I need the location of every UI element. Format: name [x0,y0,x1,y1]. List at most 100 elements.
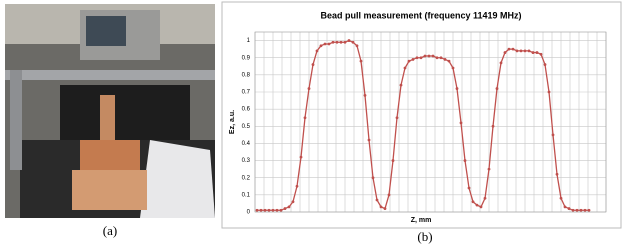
data-point [284,207,287,210]
y-tick-label: 0.2 [242,175,251,181]
data-point [364,94,367,97]
data-point [372,176,375,179]
data-point [488,168,491,171]
data-point [260,209,263,212]
data-point [508,48,511,51]
data-point [504,51,507,54]
data-point [308,87,311,90]
y-tick-label: 0.5 [242,124,251,130]
data-point [352,41,355,44]
data-point [416,56,419,59]
data-point [456,87,459,90]
data-point [536,51,539,54]
data-point [464,159,467,162]
y-tick-label: 0.8 [242,72,251,78]
data-point [576,209,579,212]
data-point [340,41,343,44]
data-point [380,205,383,208]
data-point [572,209,575,212]
data-point [440,56,443,59]
data-point [408,60,411,63]
data-point [516,49,519,52]
x-axis-label: Z, mm [411,217,432,224]
data-point [584,209,587,212]
data-point [468,187,471,190]
data-point [336,41,339,44]
data-point [480,205,483,208]
data-point [348,39,351,42]
data-point [520,49,523,52]
data-point [568,207,571,210]
data-point [360,60,363,63]
data-point [424,55,427,58]
y-tick-label: 0.3 [242,158,251,164]
data-point [400,84,403,87]
caption: (a) [103,223,117,238]
data-point [492,125,495,128]
data-point [320,44,323,47]
data-point [496,87,499,90]
data-point [552,133,555,136]
data-point [548,91,551,94]
data-point [540,53,543,56]
data-point [532,51,535,54]
y-tick-label: 0.9 [242,55,251,61]
data-point [344,41,347,44]
data-point [376,199,379,202]
data-point [264,209,267,212]
data-point [528,49,531,52]
data-point [484,197,487,200]
data-point [324,43,327,46]
data-point [272,209,275,212]
y-tick-label: 0.4 [242,141,251,147]
data-point [288,205,291,208]
data-point [304,116,307,119]
data-point [432,55,435,58]
data-point [560,197,563,200]
data-point [268,209,271,212]
chart-title: Bead pull measurement (frequency 11419 M… [320,10,521,20]
data-point [356,44,359,47]
data-point [452,67,455,70]
data-point [588,209,591,212]
data-point [428,55,431,58]
photo [5,4,215,218]
data-point [460,121,463,124]
caption: (b) [417,229,432,244]
data-point [444,58,447,61]
data-point [436,56,439,59]
data-point [312,63,315,66]
data-point [292,200,295,203]
figure: (a) (b) Bead pull measurement (frequency… [0,0,624,246]
data-point [420,56,423,59]
data-point [384,207,387,210]
data-point [332,41,335,44]
data-point [296,185,299,188]
data-point [404,67,407,70]
y-tick-label: 0.7 [242,90,251,96]
data-point [412,58,415,61]
y-tick-label: 0.6 [242,107,251,113]
data-point [300,156,303,159]
data-point [276,209,279,212]
data-point [368,139,371,142]
y-axis-label: Ez, a.u. [229,110,236,134]
data-point [564,205,567,208]
data-point [500,61,503,64]
data-point [280,209,283,212]
data-point [512,48,515,51]
data-point [392,159,395,162]
data-point [388,193,391,196]
data-point [476,204,479,207]
data-point [524,49,527,52]
data-point [316,49,319,52]
data-point [580,209,583,212]
data-point [448,60,451,63]
y-tick-label: 0.1 [242,192,251,198]
data-point [328,43,331,46]
data-point [544,63,547,66]
data-point [556,173,559,176]
data-point [472,200,475,203]
data-point [256,209,259,212]
data-point [396,116,399,119]
